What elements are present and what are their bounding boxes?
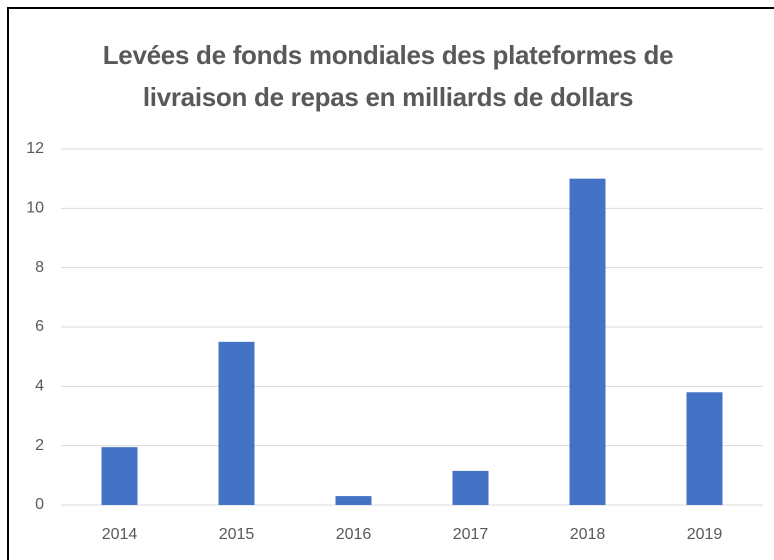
bar	[335, 496, 372, 505]
x-tick-label: 2019	[687, 526, 723, 543]
y-tick-label: 10	[26, 200, 44, 217]
bar	[452, 470, 489, 505]
y-tick-label: 4	[35, 378, 44, 395]
x-tick-label: 2016	[336, 526, 372, 543]
x-tick-label: 2018	[570, 526, 606, 543]
y-tick-label: 0	[35, 496, 44, 513]
bar	[101, 447, 138, 505]
bar	[218, 341, 255, 505]
x-tick-label: 2014	[102, 526, 138, 543]
chart-title: Levées de fonds mondiales des plateforme…	[102, 40, 674, 112]
y-tick-label: 12	[26, 140, 44, 157]
y-tick-label: 6	[35, 318, 44, 335]
y-tick-label: 8	[35, 259, 44, 276]
x-tick-label: 2017	[453, 526, 489, 543]
x-tick-label: 2015	[219, 526, 255, 543]
frame	[7, 7, 774, 560]
bar	[569, 178, 606, 505]
bar	[686, 392, 723, 505]
y-tick-label: 2	[35, 437, 44, 454]
